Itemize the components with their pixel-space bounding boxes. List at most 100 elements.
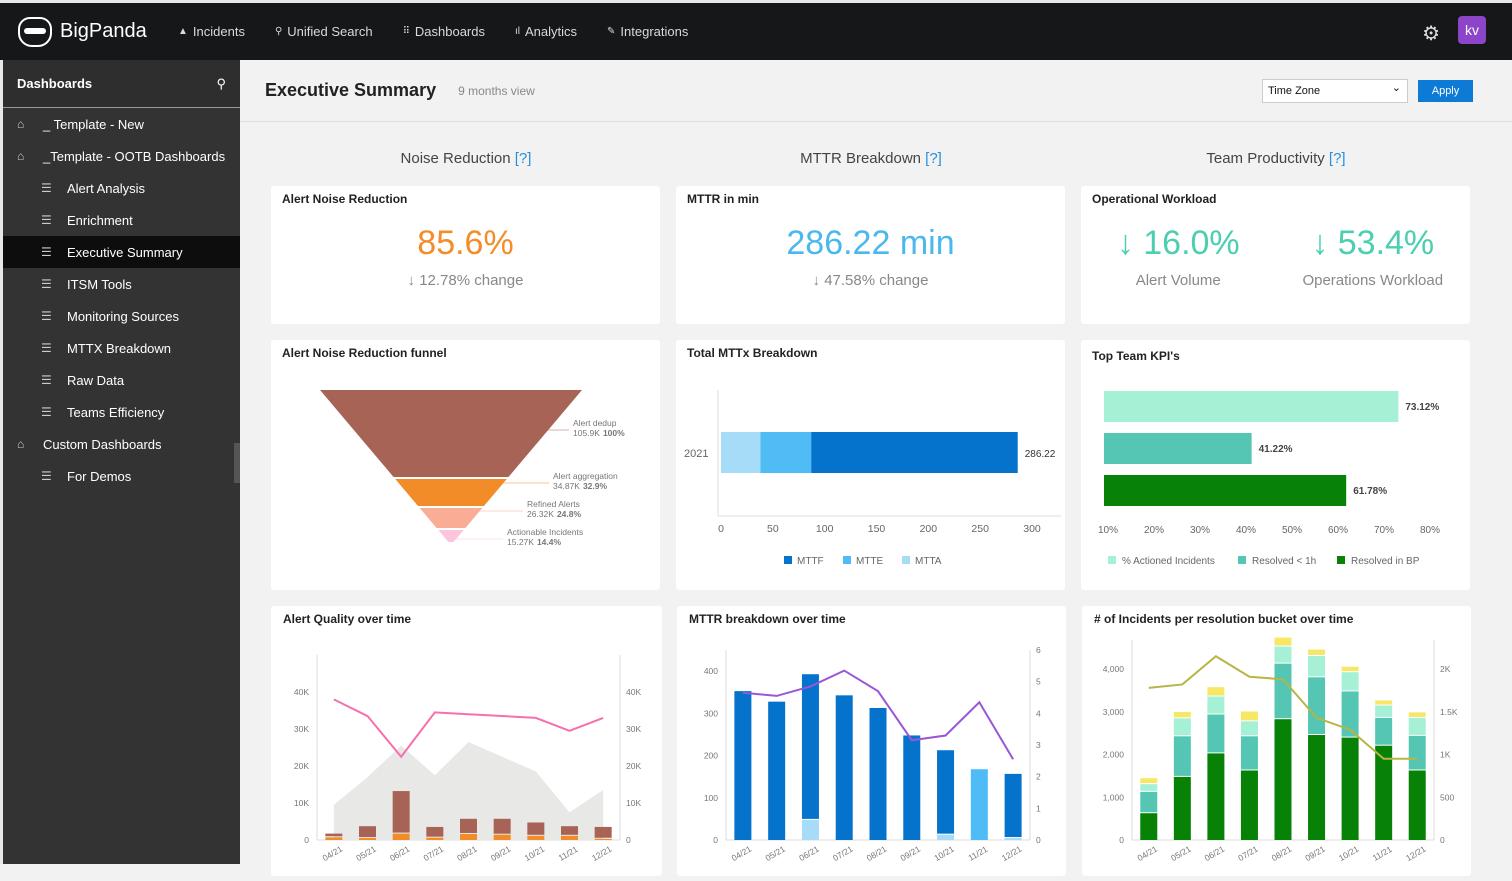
legend-swatch — [1337, 556, 1345, 564]
timezone-select[interactable]: Time Zone — [1262, 79, 1408, 103]
stage-pct: 24.8% — [557, 509, 582, 519]
section-label: MTTR Breakdown — [800, 150, 921, 167]
bar-segment — [1207, 687, 1225, 696]
sidebar-item-teams-efficiency[interactable]: ☰ Teams Efficiency — [3, 396, 240, 428]
nav-incidents[interactable]: ▲ Incidents — [178, 24, 245, 39]
sidebar-item-enrichment[interactable]: ☰ Enrichment — [3, 204, 240, 236]
avatar[interactable]: kv — [1458, 16, 1486, 44]
y-tick-right: 5 — [1036, 677, 1041, 687]
bar-segment — [1408, 735, 1426, 770]
x-tick: 11/21 — [1371, 844, 1394, 863]
legend-label: MTTE — [856, 556, 884, 567]
section-noise-reduction: Noise Reduction [?] — [271, 150, 661, 167]
sidebar-item-monitoring-sources[interactable]: ☰ Monitoring Sources — [3, 300, 240, 332]
stage-value: 34.87K 32.9% — [553, 481, 607, 491]
sidebar-resize-handle[interactable] — [234, 443, 240, 483]
funnel-stage — [395, 479, 507, 506]
help-link[interactable]: [?] — [925, 150, 942, 167]
section-label: Noise Reduction — [400, 150, 511, 167]
y-tick-left: 3,000 — [1103, 707, 1125, 717]
sidebar-item-template-ootb-dashboards[interactable]: ⌂ _Template - OOTB Dashboards — [3, 140, 240, 172]
sidebar-item-label: Raw Data — [67, 372, 125, 388]
stage-pct: 32.9% — [583, 481, 608, 491]
y-tick-right: 20K — [626, 761, 641, 771]
sidebar-item-raw-data[interactable]: ☰ Raw Data — [3, 364, 240, 396]
team-kpi-chart: 10% 20% 30% 40% 50% 60% 70% 80% 73.12% 41.22% 61.7… — [1098, 391, 1440, 567]
nav-integrations[interactable]: ✎ Integrations — [607, 24, 688, 39]
card-title: # of Incidents per resolution bucket ove… — [1094, 612, 1354, 626]
stage-name: Alert dedup — [573, 418, 617, 428]
nav-unified-search[interactable]: ⚲ Unified Search — [275, 24, 373, 39]
nav-dashboards[interactable]: ⠿ Dashboards — [403, 24, 485, 39]
dashboard-icon: ☰ — [41, 405, 52, 419]
help-link[interactable]: [?] — [1328, 150, 1346, 167]
search-icon[interactable]: ⚲ — [216, 75, 226, 91]
bar-segment — [1140, 778, 1158, 784]
dashboard-icon: ☰ — [41, 245, 52, 259]
sidebar-title: Dashboards — [17, 76, 93, 91]
sidebar-item-label: Monitoring Sources — [67, 308, 179, 324]
x-tick: 20% — [1144, 525, 1164, 536]
bar-segment — [561, 835, 578, 840]
sidebar-item-template-new[interactable]: ⌂ _ Template - New — [3, 108, 240, 140]
legend-label: % Actioned Incidents — [1122, 556, 1215, 567]
operations-workload-label: Operations Workload — [1302, 272, 1444, 289]
sidebar-item-label: Enrichment — [67, 212, 133, 228]
x-tick: 05/21 — [763, 844, 787, 863]
funnel-stage — [419, 508, 483, 528]
sidebar-item-for-demos[interactable]: ☰ For Demos — [3, 460, 240, 492]
x-tick: 300 — [1023, 523, 1041, 535]
mttr-card: MTTR in min 286.22 min ↓ 47.58% change — [676, 186, 1065, 324]
sidebar-item-itsm-tools[interactable]: ☰ ITSM Tools — [3, 268, 240, 300]
x-tick: 11/21 — [557, 844, 580, 863]
legend-swatch — [1108, 556, 1116, 564]
bar-segment — [1240, 711, 1258, 721]
x-tick: 06/21 — [797, 844, 821, 863]
bar-segment — [493, 834, 511, 840]
y-tick-right: 4 — [1036, 708, 1041, 718]
bar-segment — [1173, 776, 1191, 840]
card-title: Alert Noise Reduction funnel — [282, 346, 447, 360]
bar-segment — [1408, 770, 1426, 840]
incidents-bucket-chart: 0 1,000 2,000 3,000 4,000 0 500 1K 1.5K 2K 04/21 05… — [1103, 637, 1458, 863]
y-tick-left: 0 — [713, 835, 718, 845]
mttr-over-time-card: MTTR breakdown over time 0 100 200 300 400 0 1 2… — [677, 606, 1066, 876]
sidebar-item-alert-analysis[interactable]: ☰ Alert Analysis — [3, 172, 240, 204]
y-tick-right: 0 — [1036, 835, 1041, 845]
help-link[interactable]: [?] — [514, 150, 532, 167]
bar-segment — [1004, 838, 1022, 840]
bar-segment — [1274, 719, 1292, 840]
bar-segment — [1341, 737, 1359, 840]
bar-segment — [325, 837, 343, 840]
folder-icon: ⌂ — [17, 117, 25, 131]
operations-workload-value: ↓ 53.4% — [1311, 224, 1435, 262]
bar-segment — [1308, 649, 1326, 655]
y-tick-left: 40K — [294, 687, 309, 697]
sidebar-item-custom-dashboards[interactable]: ⌂ Custom Dashboards — [3, 428, 240, 460]
bar-segment — [460, 818, 477, 833]
x-tick: 0 — [718, 523, 724, 535]
sidebar-item-mttx-breakdown[interactable]: ☰ MTTX Breakdown — [3, 332, 240, 364]
dashboard-icon: ☰ — [41, 181, 52, 195]
bar-segment — [937, 834, 955, 840]
bar-segment — [594, 826, 612, 838]
sidebar: Dashboards ⚲ ⌂ _ Template - New ⌂ _Template … — [0, 60, 240, 864]
nav-analytics[interactable]: ıl Analytics — [515, 24, 577, 39]
legend-label: Resolved < 1h — [1252, 556, 1316, 567]
y-tick-left: 100 — [704, 793, 718, 803]
y-tick-left: 0 — [304, 835, 309, 845]
x-tick: 06/21 — [388, 844, 412, 863]
bar-chart-icon: ıl — [515, 26, 520, 37]
apply-button[interactable]: Apply — [1418, 80, 1473, 102]
bar-segment — [1173, 718, 1191, 736]
bar-segment — [1207, 696, 1225, 714]
sidebar-item-label: _ Template - New — [43, 116, 144, 132]
line-series — [742, 669, 1014, 760]
bigpanda-logo[interactable]: BigPanda — [18, 16, 178, 47]
stage-count: 34.87K — [553, 481, 580, 491]
gear-icon[interactable]: ⚙ — [1422, 23, 1440, 45]
sidebar-item-executive-summary[interactable]: ☰ Executive Summary — [3, 236, 240, 268]
bar-segment — [937, 750, 955, 834]
y-tick-left: 2,000 — [1103, 750, 1125, 760]
x-tick: 06/21 — [1203, 844, 1227, 863]
